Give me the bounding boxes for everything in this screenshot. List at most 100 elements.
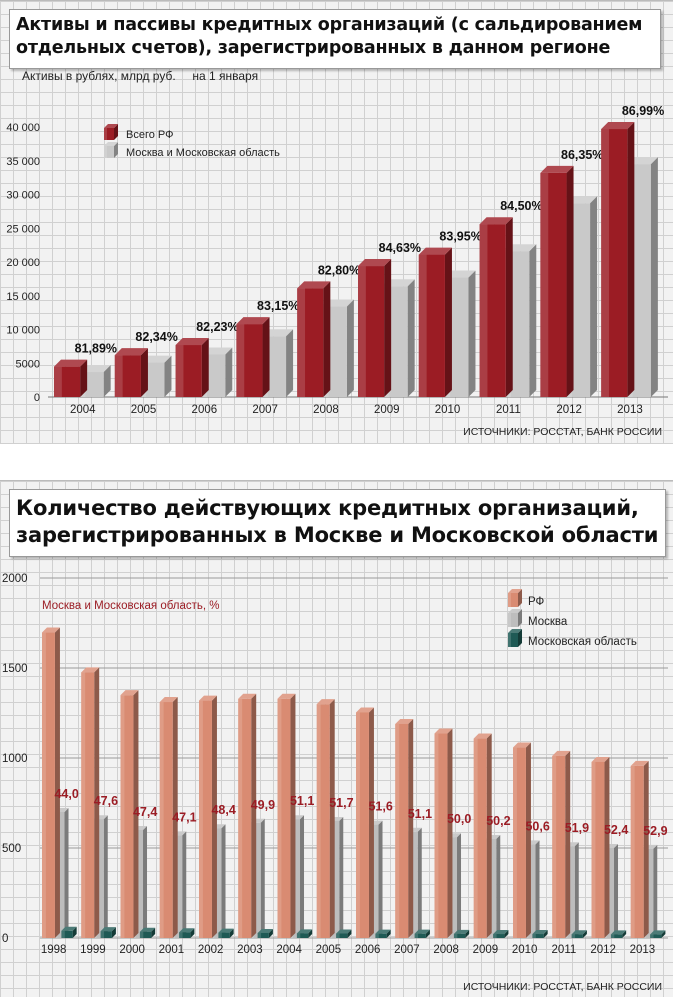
x-tick-label: 2006 <box>355 944 381 956</box>
institutions-chart-panel: Количество действующих кредитных организ… <box>0 480 673 997</box>
bar-rf <box>356 707 374 938</box>
bar-moscow-oblast <box>257 928 273 938</box>
bar-total-rf <box>358 259 392 397</box>
bar-moscow-oblast <box>375 929 391 938</box>
bar-moscow-oblast <box>571 930 587 938</box>
share-label: 48,4 <box>211 803 235 817</box>
bar-rf <box>473 733 492 938</box>
y-tick-label: 15 000 <box>6 291 40 303</box>
bar-moscow-oblast <box>61 926 77 938</box>
x-tick-label: 1999 <box>80 944 106 956</box>
bar-moscow-oblast <box>493 930 509 938</box>
share-label: 83,95% <box>439 230 481 244</box>
bar-rf <box>434 728 453 938</box>
bar-rf <box>316 699 335 938</box>
x-tick-label: 2007 <box>252 404 278 416</box>
x-tick-label: 2012 <box>556 404 582 416</box>
bar-total-rf <box>418 247 452 397</box>
legend-swatch <box>104 124 118 140</box>
bar-moscow-oblast <box>336 929 352 938</box>
x-tick-label: 2013 <box>617 404 643 416</box>
y-tick-label: 0 <box>34 392 40 404</box>
x-tick-label: 2010 <box>435 404 461 416</box>
bar-moscow-oblast <box>414 929 430 938</box>
bar-moscow-oblast <box>139 927 156 938</box>
bar-moscow-oblast <box>179 928 195 938</box>
share-label: 83,15% <box>257 299 299 313</box>
bar-total-rf <box>114 348 148 397</box>
share-label: 51,9 <box>565 821 589 835</box>
share-label: 49,9 <box>251 798 275 812</box>
bar-moscow-oblast <box>100 927 116 938</box>
share-label: 82,34% <box>135 330 177 344</box>
bar-total-rf <box>297 281 331 397</box>
share-label: 51,6 <box>368 800 392 814</box>
bar-total-rf <box>175 338 209 397</box>
bar-total-rf <box>601 122 635 398</box>
x-tick-label: 2006 <box>192 404 218 416</box>
bar-total-rf <box>540 165 574 397</box>
x-tick-label: 2002 <box>198 944 224 956</box>
assets-chart-title-box: Активы и пассивы кредитных организаций (… <box>9 9 661 69</box>
bar-total-rf <box>479 217 513 397</box>
bar-moscow-oblast <box>218 928 234 938</box>
bar-moscow-oblast <box>453 929 470 938</box>
y-tick-label: 2000 <box>2 573 28 585</box>
source-label: ИСТОЧНИКИ: РОССТАТ, БАНК РОССИИ <box>463 426 662 438</box>
x-tick-label: 2008 <box>313 404 339 416</box>
share-label: 52,4 <box>604 823 628 837</box>
bar-moscow-oblast <box>610 930 627 938</box>
institutions-chart-title-box: Количество действующих кредитных организ… <box>9 489 666 557</box>
legend-swatch <box>508 589 522 607</box>
x-tick-label: 2005 <box>316 944 342 956</box>
share-label: 44,0 <box>54 787 78 801</box>
assets-chart-title: Активы и пассивы кредитных организаций (… <box>16 15 643 58</box>
legend-swatch <box>104 142 118 158</box>
bar-rf <box>277 693 296 938</box>
x-tick-label: 2011 <box>552 944 577 956</box>
share-label: 51,7 <box>329 796 353 810</box>
y-tick-label: 5000 <box>16 358 40 370</box>
bar-moscow-oblast <box>650 930 666 938</box>
x-tick-label: 2012 <box>590 944 616 956</box>
legend-label: Московская область <box>528 636 637 648</box>
x-tick-label: 1998 <box>41 944 67 956</box>
legend-swatch <box>508 629 522 647</box>
share-label: 86,99% <box>622 104 664 118</box>
share-label: 84,50% <box>500 199 542 213</box>
x-tick-label: 2010 <box>512 944 538 956</box>
bar-total-rf <box>54 359 88 397</box>
share-label: 81,89% <box>75 342 117 356</box>
assets-chart-panel: Активы и пассивы кредитных организаций (… <box>0 0 673 444</box>
x-tick-label: 2009 <box>374 404 400 416</box>
source-label: ИСТОЧНИКИ: РОССТАТ, БАНК РОССИИ <box>463 981 662 993</box>
x-tick-label: 2001 <box>159 944 185 956</box>
share-label: 50,0 <box>447 812 471 826</box>
bar-rf <box>630 760 649 938</box>
y-tick-label: 1000 <box>2 753 28 765</box>
share-label: 47,1 <box>172 810 196 824</box>
share-label: 50,2 <box>486 814 510 828</box>
bar-rf <box>513 742 531 938</box>
share-label: 52,9 <box>643 824 667 838</box>
x-tick-label: 2009 <box>473 944 499 956</box>
bar-rf <box>199 695 217 938</box>
y-tick-label: 20 000 <box>6 257 40 269</box>
legend-label: Москва и Московская область <box>126 147 280 159</box>
bar-rf <box>395 718 414 938</box>
share-label: 84,63% <box>379 241 421 255</box>
bar-rf <box>81 667 100 938</box>
bar-total-rf <box>236 317 270 397</box>
x-tick-label: 2004 <box>276 944 302 956</box>
share-label: 47,4 <box>133 805 157 819</box>
x-tick-label: 2004 <box>70 404 96 416</box>
y-tick-label: 30 000 <box>6 190 40 202</box>
y-tick-label: 500 <box>2 843 21 855</box>
legend-label: РФ <box>528 596 545 608</box>
y-tick-label: 10 000 <box>6 325 40 337</box>
share-label: 86,35% <box>561 148 603 162</box>
legend-swatch <box>508 609 522 627</box>
bar-moscow-oblast <box>532 930 548 938</box>
institutions-bar-chart: 0 500 1000 1500 2000 44,0 1998 47,6 1999 47,4 2000… <box>2 573 668 993</box>
x-tick-label: 2007 <box>394 944 420 956</box>
